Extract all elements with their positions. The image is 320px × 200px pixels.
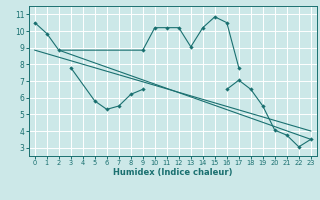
- X-axis label: Humidex (Indice chaleur): Humidex (Indice chaleur): [113, 168, 233, 177]
